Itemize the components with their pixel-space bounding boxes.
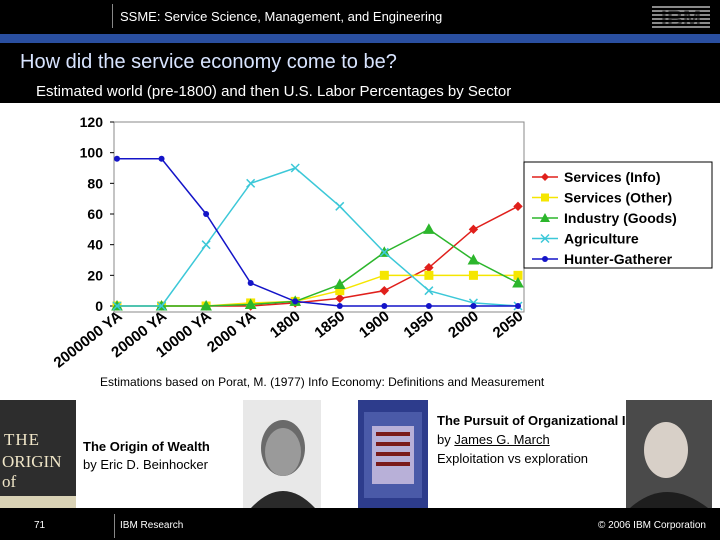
legend-label-3: Agriculture xyxy=(564,231,639,247)
data-point-3-6 xyxy=(379,247,389,257)
data-point-3-4 xyxy=(290,163,300,173)
data-point-3-0 xyxy=(112,301,122,311)
data-point-1-8 xyxy=(468,270,478,280)
x-tick-label: 2000 YA xyxy=(204,308,259,356)
y-tick-label: 120 xyxy=(80,114,104,130)
legend-box xyxy=(523,161,713,269)
cover-text-line1: THE xyxy=(4,430,41,449)
legend-marker-2 xyxy=(540,213,550,222)
header-bar: SSME: Service Science, Management, and E… xyxy=(0,0,720,34)
x-tick-label: 1950 xyxy=(401,308,438,342)
chart-heading-bar: Estimated world (pre-1800) and then U.S.… xyxy=(0,79,720,105)
y-tick-label: 0 xyxy=(95,298,103,314)
author-link-march[interactable]: James G. March xyxy=(454,432,550,447)
origin-of-wealth-text: The Origin of Wealth by Eric D. Beinhock… xyxy=(83,438,210,474)
blue-band xyxy=(0,34,720,43)
data-point-0-6 xyxy=(379,285,390,296)
y-tick-label: 100 xyxy=(80,145,104,161)
y-tick-label: 40 xyxy=(87,237,103,253)
data-point-4-5 xyxy=(336,303,343,309)
footer-copyright: © 2006 IBM Corporation xyxy=(598,520,706,531)
data-point-0-8 xyxy=(468,224,479,235)
data-point-4-2 xyxy=(203,211,210,217)
data-point-2-3 xyxy=(244,298,257,309)
x-tick-label: 1850 xyxy=(311,308,348,342)
data-point-2-7 xyxy=(423,223,435,234)
data-point-2-2 xyxy=(200,299,212,311)
chart-area: 0 20 40 60 80 100 120 2000000 YA 20000 YA 10000 Y… xyxy=(0,103,720,399)
ibm-logo: IBM xyxy=(652,6,710,30)
header-divider xyxy=(112,4,113,28)
x-tick-label: 2050 xyxy=(490,308,527,342)
data-point-3-7 xyxy=(424,286,434,296)
footer-divider xyxy=(114,514,115,538)
data-point-3-3 xyxy=(246,178,256,188)
data-point-3-1 xyxy=(157,301,167,311)
data-point-4-1 xyxy=(158,155,165,162)
author-prefix: by xyxy=(437,432,455,447)
data-point-4-7 xyxy=(425,303,432,309)
y-tick-label: 60 xyxy=(87,206,103,222)
data-point-0-9 xyxy=(513,201,523,212)
x-tick-label: 1800 xyxy=(267,308,304,342)
series-line-4 xyxy=(117,158,518,307)
data-point-2-8 xyxy=(467,253,480,265)
data-point-0-5 xyxy=(335,293,345,304)
origin-of-wealth-cover: THE ORIGIN of WEALTH xyxy=(0,400,76,511)
legend-marker-3 xyxy=(540,233,550,244)
data-point-3-5 xyxy=(335,201,345,211)
legend-marker-4 xyxy=(542,256,548,262)
data-point-2-9 xyxy=(512,276,524,288)
slide-title: How did the service economy come to be? xyxy=(20,51,397,73)
book-title-origin: The Origin of Wealth xyxy=(83,439,210,454)
y-tick-label: 20 xyxy=(87,267,103,283)
legend-marker-1 xyxy=(541,193,549,202)
legend-label-0: Services (Info) xyxy=(564,169,660,185)
book-author-origin: by Eric D. Beinhocker xyxy=(83,457,208,472)
header-title: SSME: Service Science, Management, and E… xyxy=(120,9,443,24)
x-tick-label: 2000000 YA xyxy=(51,308,126,372)
author-photo-march xyxy=(626,400,712,508)
chart-heading: Estimated world (pre-1800) and then U.S.… xyxy=(36,83,512,100)
footer: 71 IBM Research © 2006 IBM Corporation xyxy=(0,508,720,540)
x-tick-label: 2000 xyxy=(445,308,482,342)
data-point-4-4 xyxy=(292,298,299,305)
data-point-2-5 xyxy=(333,278,346,290)
footer-org: IBM Research xyxy=(120,520,184,531)
legend-label-1: Services (Other) xyxy=(564,190,672,206)
data-point-1-6 xyxy=(379,270,389,280)
author-photo-beinhocker xyxy=(243,400,321,508)
series-line-2 xyxy=(117,228,519,307)
x-tick-label: 1900 xyxy=(356,308,393,342)
legend-label-4: Hunter-Gatherer xyxy=(564,251,673,267)
ibm-logo-text: IBM xyxy=(661,6,701,30)
data-point-4-6 xyxy=(381,303,388,309)
book-subtitle-pursuit: Exploitation vs exploration xyxy=(437,451,589,466)
data-point-4-3 xyxy=(247,280,254,286)
pursuit-book-cover xyxy=(358,400,428,508)
cover-band xyxy=(0,496,76,508)
y-tick-label: 80 xyxy=(87,175,103,191)
legend-label-2: Industry (Goods) xyxy=(564,210,677,226)
book-author-pursuit: by James G. March xyxy=(437,432,550,447)
legend-marker-0 xyxy=(541,173,549,181)
source-note: Estimations based on Porat, M. (1977) In… xyxy=(100,375,545,389)
data-point-4-8 xyxy=(470,303,477,309)
data-point-4-9 xyxy=(515,303,521,309)
data-point-3-2 xyxy=(201,240,211,250)
data-point-4-0 xyxy=(114,155,120,162)
data-point-1-7 xyxy=(424,270,434,280)
series-line-3 xyxy=(117,167,519,307)
plot-frame xyxy=(113,121,525,313)
page-number: 71 xyxy=(34,520,46,531)
